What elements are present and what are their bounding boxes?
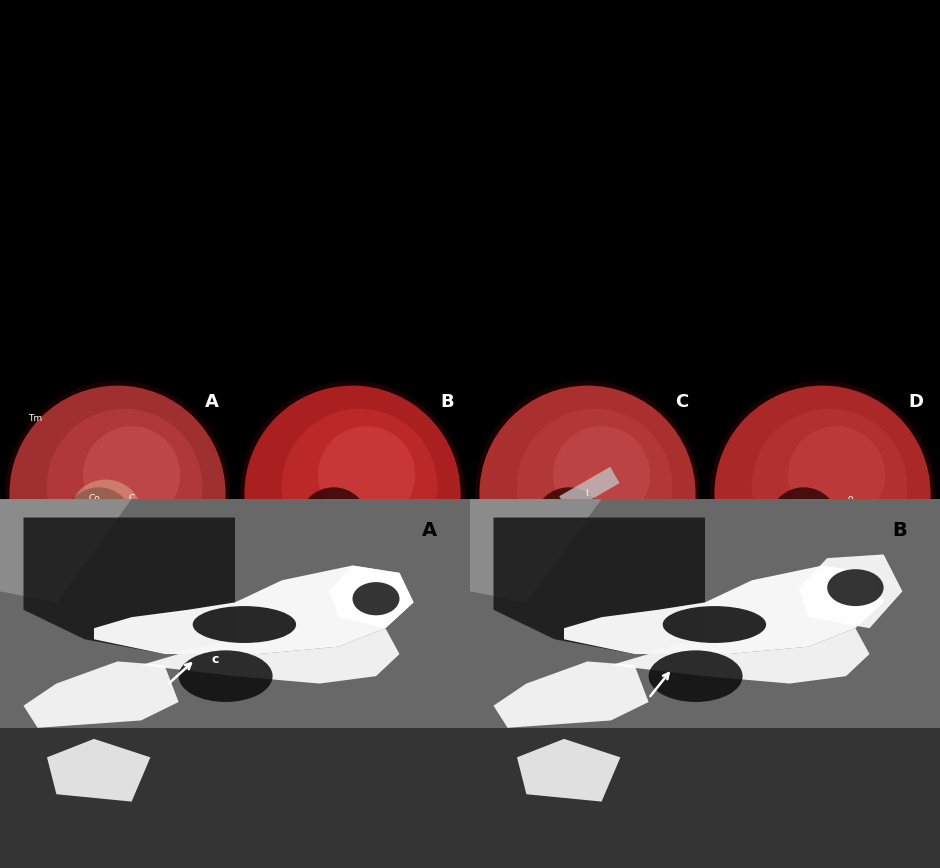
Ellipse shape: [352, 582, 400, 615]
Circle shape: [299, 737, 368, 806]
Circle shape: [714, 635, 931, 852]
Circle shape: [710, 630, 935, 856]
Circle shape: [534, 487, 603, 556]
Circle shape: [240, 630, 465, 856]
Circle shape: [9, 385, 226, 602]
Circle shape: [553, 426, 650, 523]
Circle shape: [769, 487, 838, 556]
Circle shape: [244, 635, 461, 852]
Polygon shape: [141, 628, 400, 684]
Circle shape: [47, 409, 202, 564]
Circle shape: [479, 635, 696, 852]
Polygon shape: [564, 566, 884, 654]
Circle shape: [299, 487, 368, 556]
Circle shape: [710, 381, 935, 607]
Polygon shape: [94, 566, 414, 654]
Circle shape: [788, 676, 885, 773]
Circle shape: [752, 658, 907, 814]
Polygon shape: [611, 628, 870, 684]
Text: H: H: [909, 642, 923, 661]
Text: C: C: [675, 392, 688, 411]
Text: E: E: [206, 642, 218, 661]
Ellipse shape: [663, 606, 766, 643]
Bar: [0, 727, 470, 868]
Text: Co: Co: [88, 494, 100, 503]
Circle shape: [83, 426, 180, 523]
Circle shape: [475, 630, 700, 856]
Polygon shape: [47, 739, 150, 802]
Circle shape: [769, 737, 838, 806]
Bar: [559, 467, 619, 512]
Polygon shape: [494, 661, 649, 727]
Circle shape: [282, 658, 437, 814]
Text: A: A: [205, 392, 218, 411]
Polygon shape: [24, 661, 179, 727]
Text: B: B: [440, 392, 454, 411]
Circle shape: [553, 676, 650, 773]
Text: To: To: [559, 739, 569, 747]
Circle shape: [752, 409, 907, 564]
Circle shape: [47, 658, 202, 814]
Text: A: A: [422, 521, 437, 540]
Text: F: F: [441, 642, 454, 661]
Text: Fn: Fn: [323, 758, 335, 766]
Circle shape: [479, 385, 696, 602]
Circle shape: [714, 635, 931, 852]
Circle shape: [5, 381, 230, 607]
Bar: [470, 727, 940, 868]
Circle shape: [517, 409, 672, 564]
Polygon shape: [24, 517, 235, 654]
Circle shape: [64, 737, 133, 806]
Ellipse shape: [649, 650, 743, 702]
Text: T: T: [580, 805, 586, 813]
Circle shape: [318, 426, 415, 523]
Circle shape: [534, 737, 603, 806]
Polygon shape: [494, 517, 705, 654]
Circle shape: [9, 635, 226, 852]
Polygon shape: [0, 499, 132, 602]
Text: o: o: [848, 494, 854, 503]
Ellipse shape: [179, 650, 273, 702]
Ellipse shape: [70, 480, 141, 545]
Polygon shape: [329, 566, 414, 628]
Bar: [11, 809, 54, 838]
Polygon shape: [517, 739, 620, 802]
Text: I.: I.: [585, 490, 590, 498]
Circle shape: [318, 676, 415, 773]
Text: G: G: [674, 642, 688, 661]
Circle shape: [5, 630, 230, 856]
Ellipse shape: [193, 606, 296, 643]
Text: D: D: [909, 392, 923, 411]
Circle shape: [240, 381, 465, 607]
Text: C: C: [129, 494, 134, 503]
Circle shape: [64, 487, 133, 556]
Circle shape: [714, 385, 931, 602]
Text: B: B: [892, 521, 907, 540]
Ellipse shape: [827, 569, 884, 606]
Text: Pp: Pp: [337, 729, 349, 739]
Text: c: c: [212, 654, 219, 667]
Circle shape: [244, 385, 461, 602]
Circle shape: [475, 381, 700, 607]
Circle shape: [517, 658, 672, 814]
Text: Tm: Tm: [28, 414, 42, 423]
Circle shape: [83, 676, 180, 773]
Polygon shape: [799, 555, 902, 628]
Circle shape: [788, 426, 885, 523]
Polygon shape: [470, 499, 602, 602]
Circle shape: [282, 409, 437, 564]
